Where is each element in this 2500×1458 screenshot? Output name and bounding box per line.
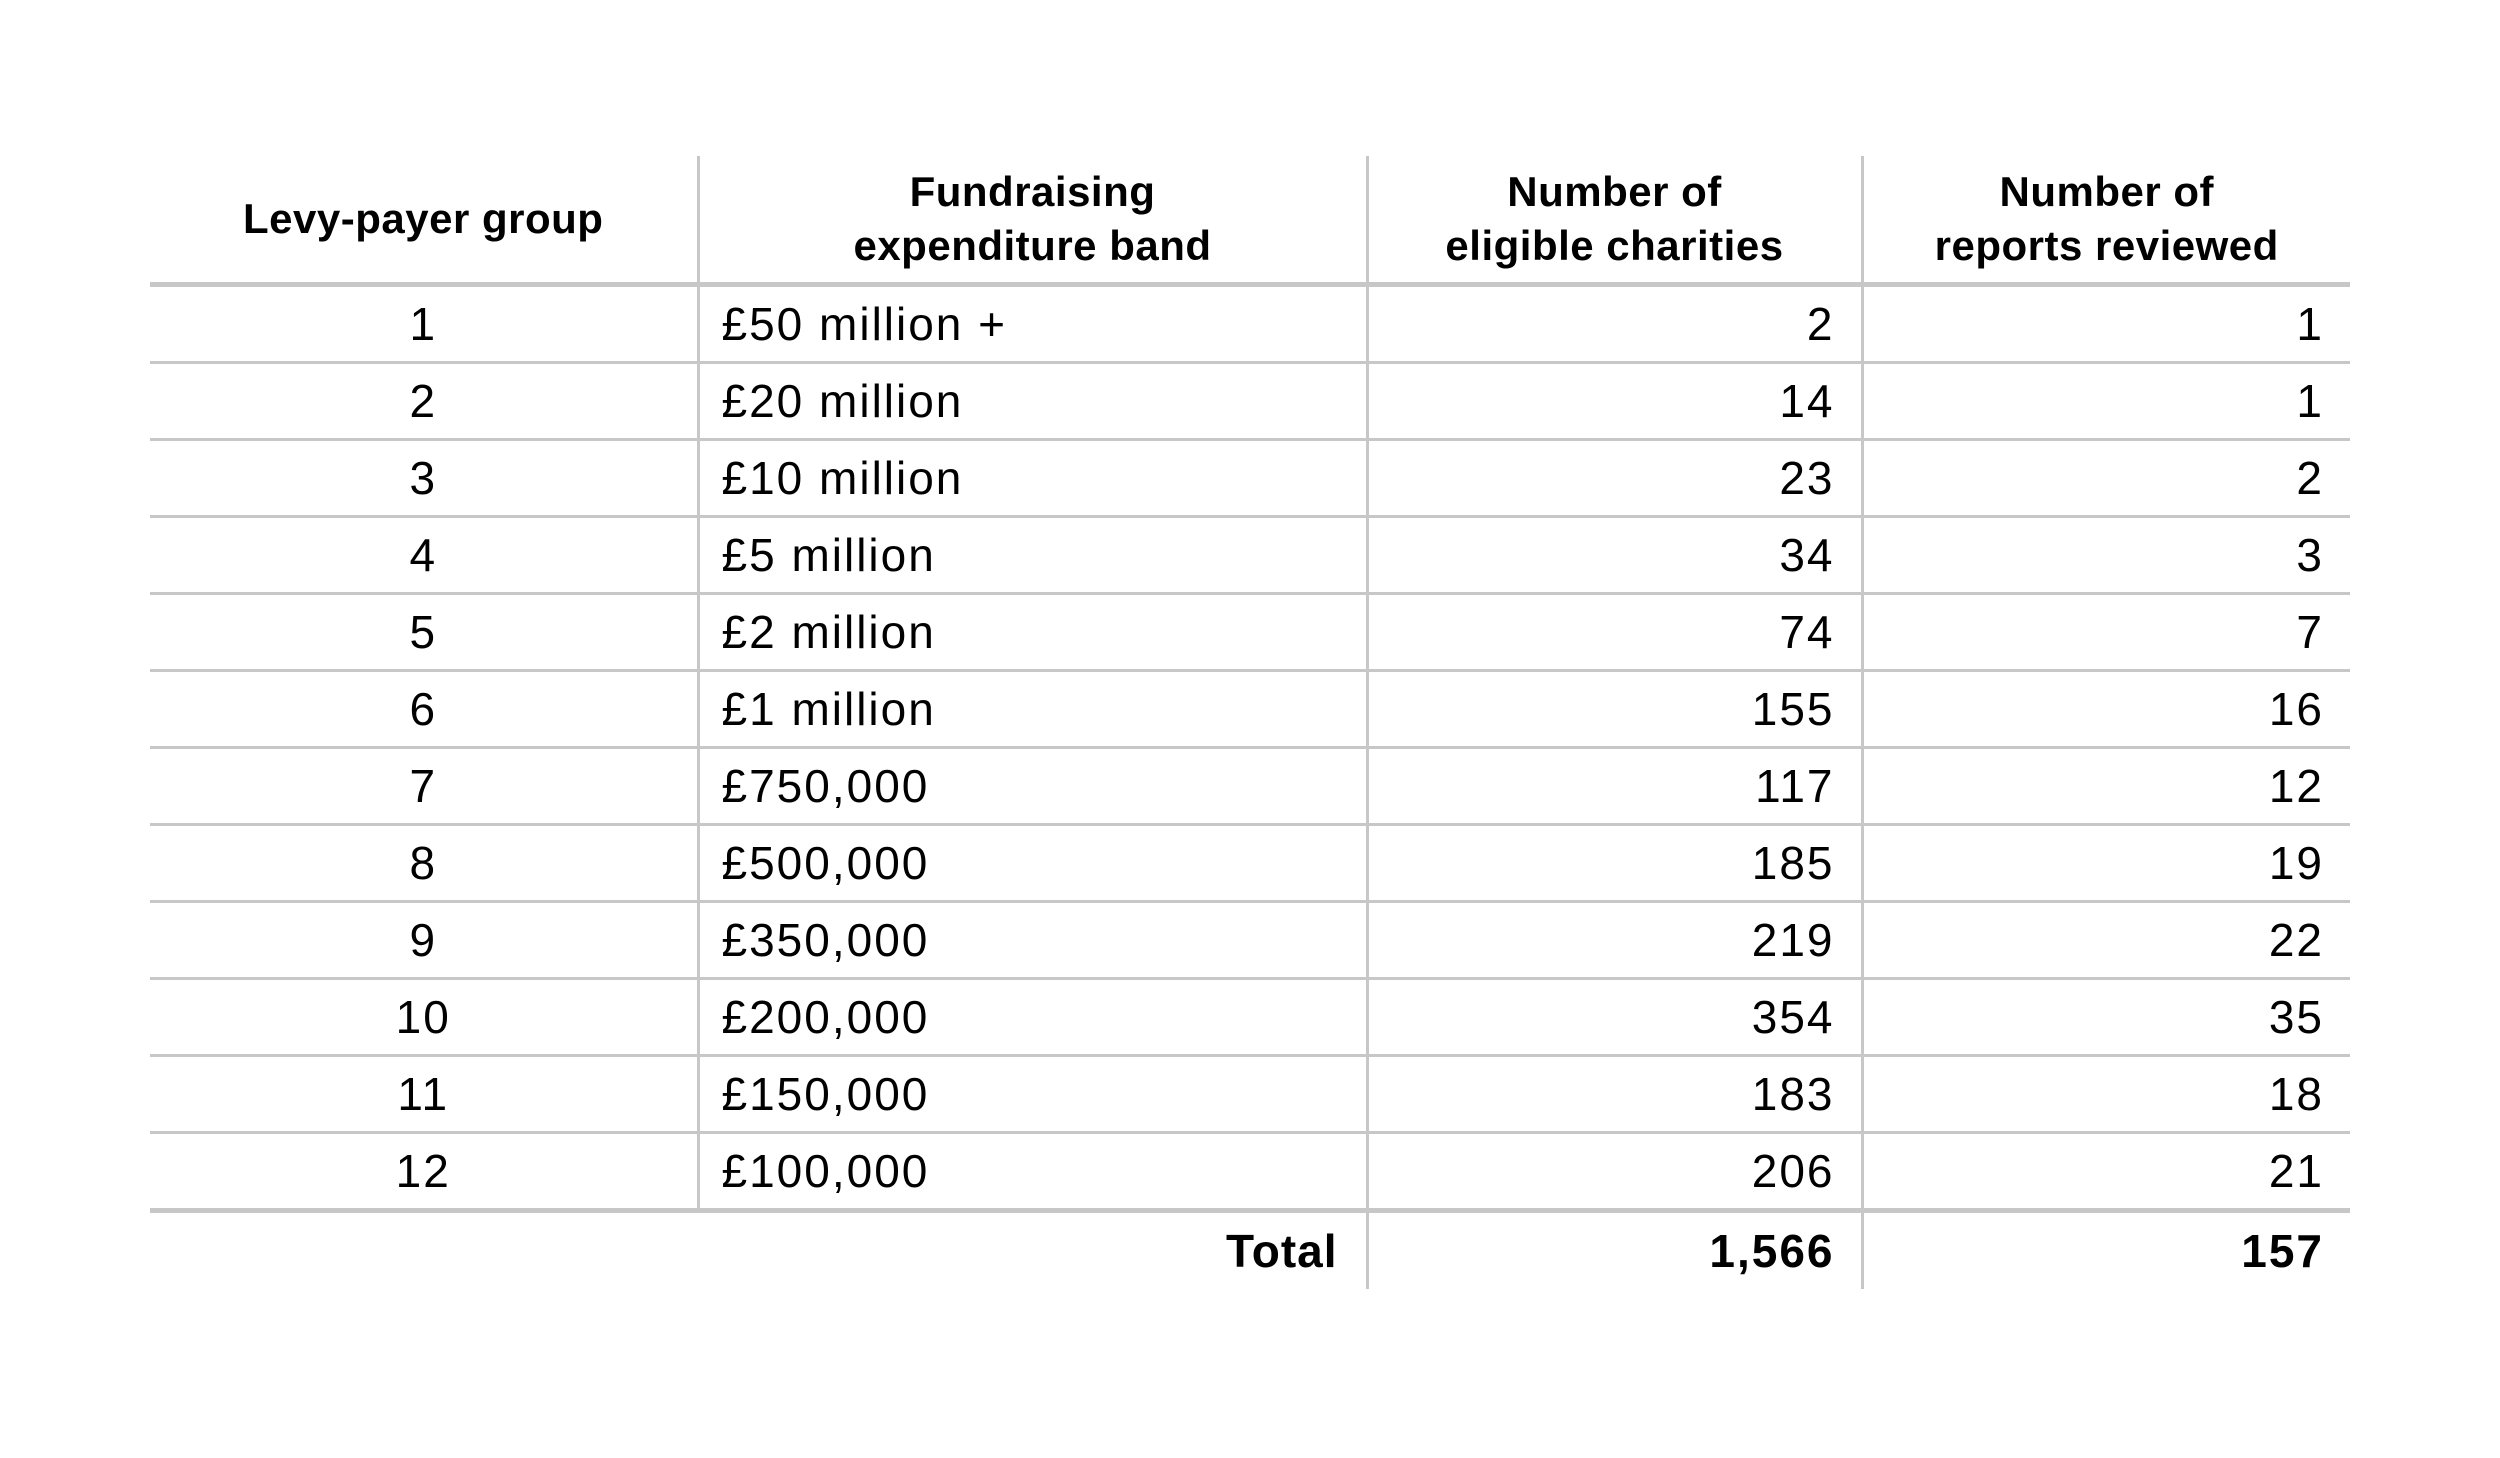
cell-group: 7 xyxy=(150,747,700,826)
total-reports: 157 xyxy=(1862,1208,2350,1289)
cell-band: £750,000 xyxy=(698,747,1369,826)
table-row: 1 £50 million + 2 1 xyxy=(150,284,2350,364)
cell-charities: 206 xyxy=(1367,1132,1864,1212)
cell-group: 9 xyxy=(150,901,700,980)
header-line: expenditure band xyxy=(853,222,1212,269)
table-row: 7 £750,000 117 12 xyxy=(150,747,2350,826)
cell-group: 11 xyxy=(150,1055,700,1134)
cell-charities: 74 xyxy=(1367,593,1864,672)
cell-charities: 185 xyxy=(1367,824,1864,903)
cell-reports: 16 xyxy=(1862,670,2350,749)
header-line: Number of xyxy=(1999,168,2214,215)
cell-reports: 21 xyxy=(1862,1132,2350,1212)
cell-group: 3 xyxy=(150,439,700,518)
cell-charities: 155 xyxy=(1367,670,1864,749)
table-row: 5 £2 million 74 7 xyxy=(150,593,2350,672)
cell-group: 10 xyxy=(150,978,700,1057)
cell-charities: 219 xyxy=(1367,901,1864,980)
cell-charities: 183 xyxy=(1367,1055,1864,1134)
cell-charities: 2 xyxy=(1367,284,1864,364)
cell-group: 5 xyxy=(150,593,700,672)
total-label: Total xyxy=(150,1208,1369,1289)
header-line: eligible charities xyxy=(1445,222,1784,269)
table-row: 2 £20 million 14 1 xyxy=(150,362,2350,441)
cell-band: £50 million + xyxy=(698,284,1369,364)
table-row: 12 £100,000 206 21 xyxy=(150,1132,2350,1212)
header-line: Number of xyxy=(1507,168,1722,215)
cell-band: £2 million xyxy=(698,593,1369,672)
cell-reports: 18 xyxy=(1862,1055,2350,1134)
cell-reports: 12 xyxy=(1862,747,2350,826)
cell-band: £10 million xyxy=(698,439,1369,518)
table-row: 6 £1 million 155 16 xyxy=(150,670,2350,749)
cell-reports: 1 xyxy=(1862,362,2350,441)
cell-band: £150,000 xyxy=(698,1055,1369,1134)
cell-charities: 23 xyxy=(1367,439,1864,518)
cell-reports: 3 xyxy=(1862,516,2350,595)
table-row: 10 £200,000 354 35 xyxy=(150,978,2350,1057)
table-row: 4 £5 million 34 3 xyxy=(150,516,2350,595)
table-row: 9 £350,000 219 22 xyxy=(150,901,2350,980)
cell-group: 4 xyxy=(150,516,700,595)
cell-reports: 2 xyxy=(1862,439,2350,518)
header-line: Levy-payer group xyxy=(243,195,604,242)
table-row: 11 £150,000 183 18 xyxy=(150,1055,2350,1134)
table-row: 3 £10 million 23 2 xyxy=(150,439,2350,518)
cell-band: £5 million xyxy=(698,516,1369,595)
cell-band: £500,000 xyxy=(698,824,1369,903)
cell-charities: 117 xyxy=(1367,747,1864,826)
cell-group: 2 xyxy=(150,362,700,441)
table-total-row: Total 1,566 157 xyxy=(150,1208,2350,1289)
column-header-eligible-charities: Number of eligible charities xyxy=(1367,156,1864,287)
cell-charities: 14 xyxy=(1367,362,1864,441)
cell-group: 8 xyxy=(150,824,700,903)
cell-group: 6 xyxy=(150,670,700,749)
header-line: reports reviewed xyxy=(1934,222,2279,269)
total-charities: 1,566 xyxy=(1367,1208,1864,1289)
cell-reports: 19 xyxy=(1862,824,2350,903)
cell-reports: 1 xyxy=(1862,284,2350,364)
column-header-expenditure-band: Fundraising expenditure band xyxy=(698,156,1369,287)
column-header-reports-reviewed: Number of reports reviewed xyxy=(1862,156,2350,287)
cell-reports: 7 xyxy=(1862,593,2350,672)
cell-reports: 22 xyxy=(1862,901,2350,980)
cell-charities: 354 xyxy=(1367,978,1864,1057)
cell-band: £1 million xyxy=(698,670,1369,749)
column-header-levy-payer-group: Levy-payer group xyxy=(150,156,700,287)
cell-charities: 34 xyxy=(1367,516,1864,595)
cell-group: 12 xyxy=(150,1132,700,1212)
cell-band: £350,000 xyxy=(698,901,1369,980)
header-line: Fundraising xyxy=(909,168,1156,215)
levy-payer-table: Levy-payer group Fundraising expenditure… xyxy=(150,156,2350,1289)
cell-band: £200,000 xyxy=(698,978,1369,1057)
table-row: 8 £500,000 185 19 xyxy=(150,824,2350,903)
cell-reports: 35 xyxy=(1862,978,2350,1057)
table-header-row: Levy-payer group Fundraising expenditure… xyxy=(150,156,2350,287)
cell-band: £20 million xyxy=(698,362,1369,441)
cell-band: £100,000 xyxy=(698,1132,1369,1212)
cell-group: 1 xyxy=(150,284,700,364)
